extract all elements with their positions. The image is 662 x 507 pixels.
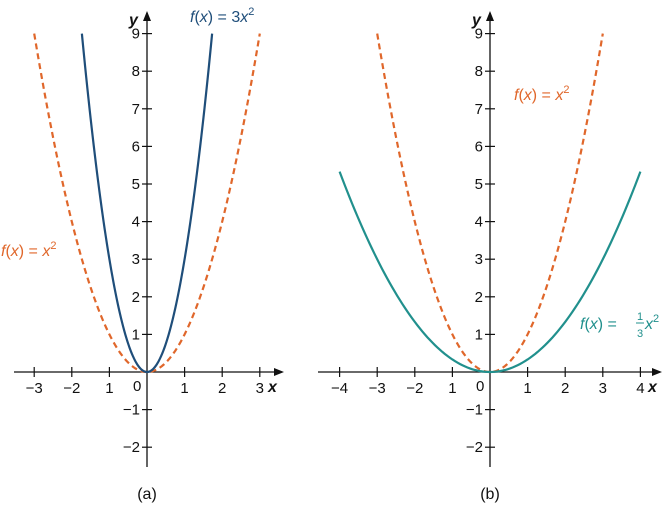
y-tick-label: −1 [466, 402, 483, 419]
fraction-numerator: 1 [637, 311, 643, 323]
x-tick-label: 1 [180, 380, 188, 397]
origin-label-a: 0 [133, 378, 141, 395]
caption-a: (a) [137, 486, 157, 503]
x-tick-label: −3 [26, 380, 43, 397]
svg-text:x2: x2 [644, 313, 659, 333]
svg-text:f(x) =: f(x) = [580, 316, 621, 333]
y-tick-label: 9 [475, 26, 483, 43]
curves-b [338, 33, 642, 374]
y-tick-label: 7 [475, 101, 483, 118]
y-tick-label: 4 [132, 214, 140, 231]
x-tick-label: 2 [218, 380, 226, 397]
y-tick-label: −2 [466, 439, 483, 456]
x-axis-label-a: x [267, 379, 278, 396]
y-tick-label: −1 [123, 402, 140, 419]
x-axis-label-b: x [647, 379, 658, 396]
curve-scaled-parabola [80, 33, 214, 374]
y-tick-label: 3 [132, 251, 140, 268]
y-tick-label: −2 [123, 439, 140, 456]
x-tick-label: 2 [561, 380, 569, 397]
y-tick-label: 4 [475, 214, 483, 231]
y-tick-label: 7 [132, 101, 140, 118]
y-tick-label: 6 [475, 138, 483, 155]
x-tick-label: −3 [369, 380, 386, 397]
y-tick-label: 8 [475, 63, 483, 80]
fn-label-3x2: f(x) = 3x2 [190, 6, 254, 26]
panel-b: −4 −3 −2 1 1 2 3 4 −2 −1 1 2 3 4 5 6 7 8 9 y x 0 f(x) = x2… [318, 11, 662, 503]
y-tick-label: 5 [132, 176, 140, 193]
y-tick-label: 1 [132, 326, 140, 343]
y-tick-label: 1 [475, 326, 483, 343]
x-tick-label: 1 [105, 380, 113, 397]
x-tick-label: 1 [448, 380, 456, 397]
axes-b: −4 −3 −2 1 1 2 3 4 −2 −1 1 2 3 4 5 6 7 8 9 [318, 11, 662, 467]
x-tick-label: 3 [256, 380, 264, 397]
x-tick-label: −2 [63, 380, 80, 397]
y-tick-label: 2 [475, 289, 483, 306]
curve-x-squared-dashed [376, 33, 604, 374]
curves-a [33, 33, 261, 374]
y-tick-label: 5 [475, 176, 483, 193]
x-tick-label: 1 [523, 380, 531, 397]
y-axis-label-a: y [128, 12, 139, 29]
y-tick-label: 3 [475, 251, 483, 268]
x-tick-label: −2 [406, 380, 423, 397]
curve-x-squared-dashed [33, 33, 261, 374]
y-tick-label: 9 [132, 26, 140, 43]
axes-a: −3 −2 1 1 2 3 −2 −1 1 2 3 4 5 6 7 8 9 [14, 11, 284, 467]
y-tick-label: 2 [132, 289, 140, 306]
x-tick-label: 3 [599, 380, 607, 397]
origin-label-b: 0 [476, 378, 484, 395]
fraction-denominator: 3 [637, 328, 643, 340]
curve-scaled-parabola [338, 171, 642, 374]
y-tick-label: 6 [132, 138, 140, 155]
y-tick-label: 8 [132, 63, 140, 80]
fn-label-x2-b: f(x) = x2 [514, 84, 569, 104]
caption-b: (b) [480, 486, 500, 503]
panel-a: −3 −2 1 1 2 3 −2 −1 1 2 3 4 5 6 7 8 9 y x 0 f(x) = 3x2 f… [1, 6, 284, 503]
x-tick-label: 4 [636, 380, 644, 397]
x-tick-label: −4 [331, 380, 348, 397]
fn-label-x2-a: f(x) = x2 [1, 240, 56, 260]
fn-label-third-x2: f(x) = 1 3 x2 [580, 311, 659, 340]
y-axis-label-b: y [471, 12, 482, 29]
